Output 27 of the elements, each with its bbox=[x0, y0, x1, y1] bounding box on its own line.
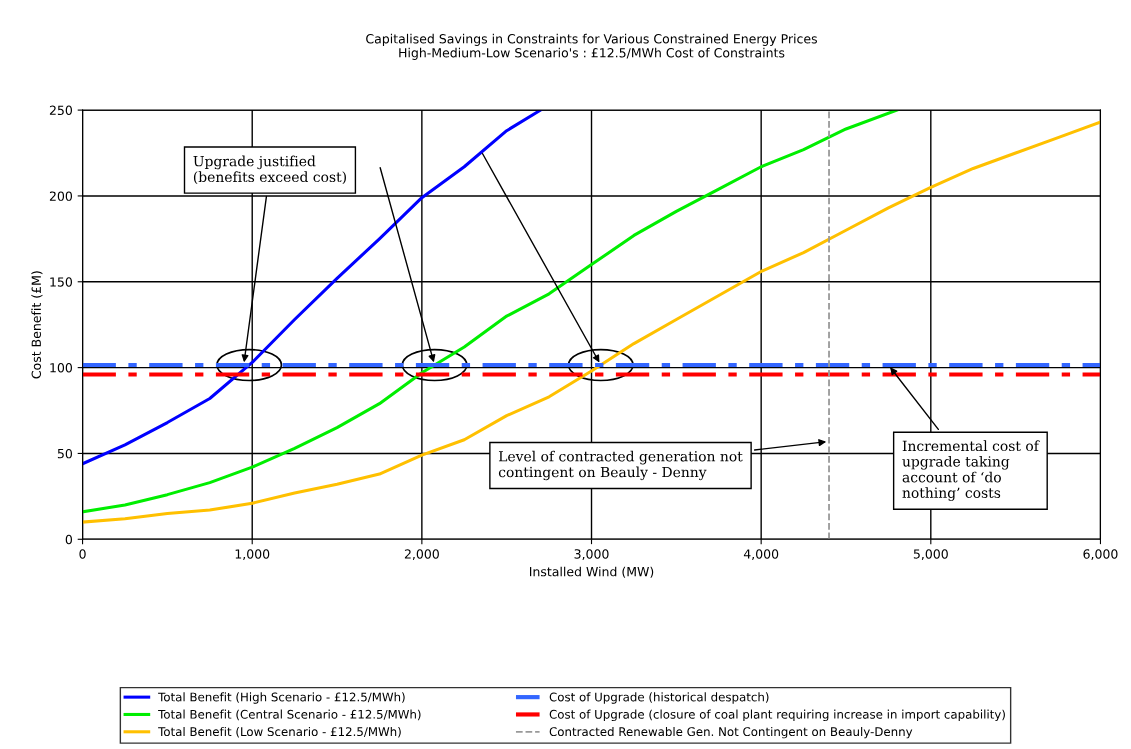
x-tick-label: 6,000 bbox=[1083, 549, 1118, 560]
x-tick-label: 0 bbox=[79, 549, 86, 559]
legend-label: Total Benefit (Central Scenario - £12.5/MWh) bbox=[158, 709, 421, 721]
annotation: Level of contracted generation not contingent on Beauly - Denny bbox=[498, 450, 743, 481]
y-axis-title: Cost Benefit (£M) bbox=[31, 271, 43, 379]
chart-title: Capitalised Savings in Constraints for Various Constrained Energy Prices High-Medium-Low Scenario's : £12.5/MWh Cost of Constraints bbox=[366, 33, 818, 60]
x-tick-label: 3,000 bbox=[574, 549, 609, 560]
legend-label: Contracted Renewable Gen. Not Contingent on Beauly-Denny bbox=[549, 726, 913, 739]
y-tick-label: 50 bbox=[57, 448, 73, 459]
x-axis-title: Installed Wind (MW) bbox=[529, 566, 654, 578]
legend-label: Cost of Upgrade (historical despatch) bbox=[549, 692, 769, 704]
legend-label: Cost of Upgrade (closure of coal plant requiring increase in import capability) bbox=[549, 709, 1005, 722]
legend-label: Total Benefit (High Scenario - £12.5/MWh) bbox=[158, 692, 405, 704]
y-tick-label: 200 bbox=[49, 191, 73, 201]
x-tick-label: 1,000 bbox=[235, 549, 270, 560]
y-tick-label: 250 bbox=[49, 105, 73, 116]
annotation: Incremental cost of upgrade taking account of ‘do nothing’ costs bbox=[902, 440, 1040, 501]
x-tick-label: 4,000 bbox=[743, 549, 779, 560]
legend-label: Total Benefit (Low Scenario - £12.5/MWh) bbox=[158, 726, 401, 738]
line-series bbox=[82, 110, 543, 466]
line-series bbox=[82, 110, 899, 514]
y-tick-label: 100 bbox=[50, 363, 73, 373]
x-tick-label: 2,000 bbox=[404, 549, 439, 560]
x-tick-label: 5,000 bbox=[913, 549, 948, 560]
annotation: Upgrade justified (benefits exceed cost) bbox=[193, 155, 346, 185]
y-tick-label: 0 bbox=[65, 534, 73, 545]
y-tick-label: 150 bbox=[50, 277, 73, 287]
